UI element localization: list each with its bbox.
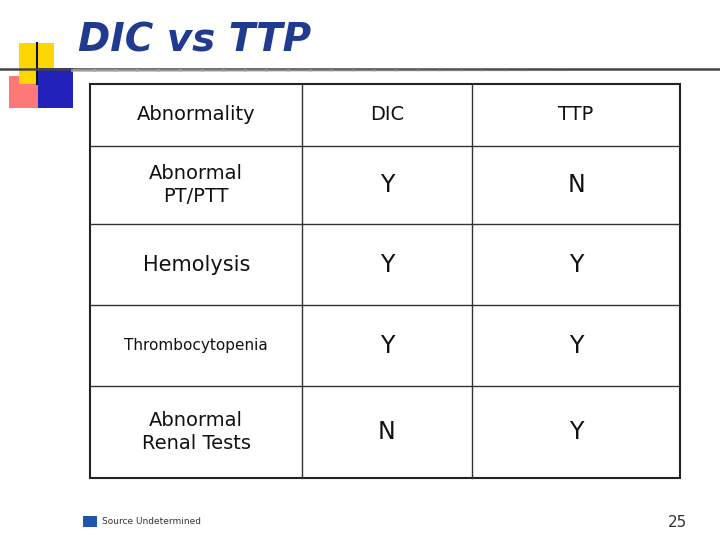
Text: Y: Y — [569, 334, 583, 357]
Text: Y: Y — [569, 420, 583, 444]
Bar — [38, 68, 73, 108]
Text: 25: 25 — [668, 515, 688, 530]
Text: N: N — [378, 420, 396, 444]
Text: Source Undetermined: Source Undetermined — [102, 517, 202, 525]
Text: DIC vs TTP: DIC vs TTP — [78, 22, 311, 59]
Bar — [9, 76, 43, 108]
Text: Abnormal
PT/PTT: Abnormal PT/PTT — [149, 164, 243, 206]
Text: N: N — [567, 173, 585, 197]
Text: Y: Y — [380, 253, 394, 276]
Text: Y: Y — [569, 253, 583, 276]
Bar — [83, 516, 97, 526]
Text: Hemolysis: Hemolysis — [143, 254, 250, 275]
Text: Abnormality: Abnormality — [137, 105, 256, 124]
Bar — [90, 84, 680, 478]
Text: TTP: TTP — [559, 105, 593, 124]
Text: Y: Y — [380, 173, 394, 197]
Text: Y: Y — [380, 334, 394, 357]
Text: Abnormal
Renal Tests: Abnormal Renal Tests — [142, 411, 251, 453]
Text: DIC: DIC — [370, 105, 404, 124]
Text: Thrombocytopenia: Thrombocytopenia — [125, 338, 268, 353]
Bar — [19, 43, 54, 84]
